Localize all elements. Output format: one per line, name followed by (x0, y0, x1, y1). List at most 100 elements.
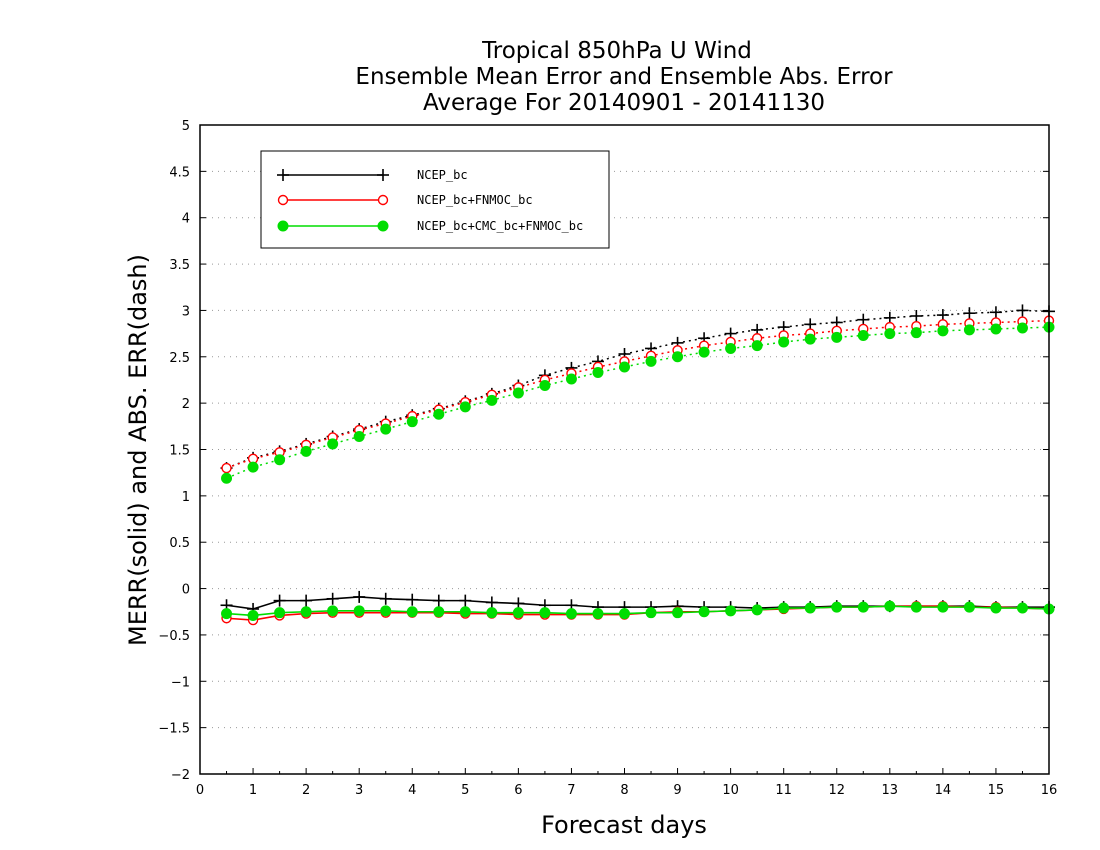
merr-point (379, 592, 392, 605)
series-1 (221, 315, 1055, 626)
title-line-1: Tropical 850hPa U Wind (481, 38, 752, 64)
abs-err-point (963, 324, 975, 336)
y-tick-label: 1.5 (169, 444, 190, 459)
legend-marker (377, 194, 389, 206)
abs-err-point (274, 454, 286, 466)
legend-label: NCEP_bc (417, 168, 468, 182)
legend: NCEP_bc NCEP_bc+FNMOC_bc NCEP_bc+CMC_bc+FN… (260, 150, 610, 249)
y-tick-label: 1 (182, 490, 190, 505)
abs-err-point (221, 462, 232, 474)
abs-err-point (619, 361, 630, 373)
abs-err-point (751, 340, 763, 352)
x-tick-label: 14 (935, 783, 952, 798)
legend-label: NCEP_bc+CMC_bc+FNMOC_bc (417, 219, 583, 233)
merr-point (778, 602, 790, 614)
merr-point (273, 594, 286, 607)
abs-err-point (380, 423, 392, 435)
legend-marker (377, 220, 389, 232)
y-tick-label: −2 (171, 768, 190, 783)
merr-point (486, 607, 498, 619)
merr-point (380, 605, 392, 617)
merr-point (619, 608, 630, 620)
x-tick-label: 5 (461, 783, 469, 798)
x-tick-label: 3 (355, 783, 363, 798)
abs-err-point (990, 323, 1002, 335)
merr-point (565, 608, 577, 620)
abs-err-point (910, 327, 922, 339)
y-tick-label: −0.5 (158, 629, 190, 644)
merr-point (725, 605, 737, 617)
y-tick-label: −1.5 (158, 722, 190, 737)
merr-point (672, 607, 684, 619)
merr-point (274, 607, 286, 619)
abs-err-point (804, 333, 816, 345)
abs-err-point (1016, 304, 1029, 317)
legend-label: NCEP_bc+FNMOC_bc (417, 193, 533, 207)
y-tick-label: 2 (182, 397, 190, 412)
abs-err-point (327, 438, 339, 450)
tick-labels: 54.543.532.521.510.50−0.5−1−1.5−20 1 2 3 4 5 6… (158, 119, 1057, 798)
abs-err-point (645, 355, 657, 367)
merr-point (485, 596, 498, 609)
y-tick-label: 3 (182, 304, 190, 319)
merr-point (432, 594, 445, 607)
merr-point (831, 601, 843, 613)
x-tick-label: 12 (828, 783, 845, 798)
abs-err-point (884, 328, 896, 340)
merr-point (1016, 602, 1028, 614)
x-tick-label: 0 (196, 783, 204, 798)
x-tick-label: 11 (775, 783, 792, 798)
merr-point (221, 608, 233, 620)
merr-point (539, 607, 551, 619)
merr-point (459, 606, 471, 618)
abs-err-line (226, 309, 1050, 469)
y-tick-label: 3.5 (169, 258, 190, 273)
merr-point (406, 593, 419, 606)
x-tick-label: 10 (722, 783, 739, 798)
x-tick-label: 2 (302, 783, 310, 798)
abs-err-point (883, 311, 896, 324)
y-tick-label: 0 (182, 583, 190, 598)
x-tick-label: 7 (567, 783, 575, 798)
legend-item-2: NCEP_bc+CMC_bc+FNMOC_bc (277, 219, 583, 233)
merr-point (884, 600, 896, 612)
merr-point (698, 606, 710, 618)
legend-item-1: NCEP_bc+FNMOC_bc (277, 193, 533, 207)
abs-err-point (247, 461, 259, 473)
legend-item-0: NCEP_bc (277, 168, 468, 182)
merr-point (910, 601, 922, 613)
abs-err-point (778, 336, 790, 348)
y-tick-label: 4.5 (169, 165, 190, 180)
abs-err-point (1016, 322, 1028, 334)
x-tick-label: 16 (1041, 783, 1058, 798)
merr-point (406, 606, 418, 618)
merr-point (963, 601, 975, 613)
merr-point (326, 592, 339, 605)
grid-lines (200, 170, 1049, 729)
abs-err-point (831, 331, 843, 343)
y-tick-label: 2.5 (169, 351, 190, 366)
abs-err-line (226, 319, 1050, 469)
chart-title: Tropical 850hPa U Wind Ensemble Mean Err… (355, 38, 893, 116)
legend-marker (277, 220, 289, 232)
merr-point (804, 602, 816, 614)
abs-err-point (539, 380, 551, 392)
merr-point (857, 601, 869, 613)
abs-err-point (512, 387, 524, 399)
merr-point (512, 607, 524, 619)
merr-point (990, 602, 1002, 614)
x-tick-label: 15 (988, 783, 1005, 798)
x-tick-label: 6 (514, 783, 522, 798)
abs-err-point (936, 309, 949, 322)
abs-err-line (226, 326, 1050, 479)
x-tick-label: 8 (620, 783, 628, 798)
abs-err-point (963, 307, 976, 320)
title-line-2: Ensemble Mean Error and Ensemble Abs. Er… (355, 64, 893, 90)
abs-err-point (857, 329, 869, 341)
abs-err-point (486, 394, 498, 406)
y-tick-label: 0.5 (169, 536, 190, 551)
y-tick-label: 4 (182, 212, 190, 227)
merr-point (300, 594, 313, 607)
abs-err-point (300, 445, 312, 457)
